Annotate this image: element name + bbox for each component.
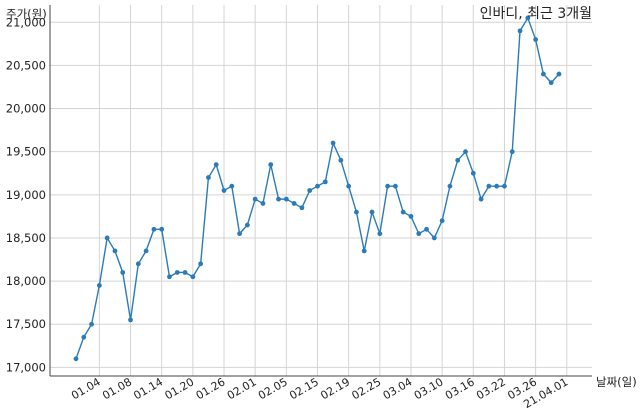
x-tick-label: 03.10 (412, 375, 446, 402)
x-tick-label: 01.26 (194, 375, 228, 402)
data-point (112, 248, 118, 254)
data-point (322, 179, 328, 185)
data-point (252, 196, 258, 202)
data-points (73, 15, 562, 362)
data-point (455, 157, 461, 163)
data-point (135, 261, 141, 267)
y-tick-label: 17,000 (6, 360, 46, 374)
x-tick-label: 03.04 (381, 375, 415, 402)
data-point (478, 196, 484, 202)
data-point (377, 231, 383, 237)
x-tick-label: 02.25 (350, 375, 384, 402)
data-point (354, 209, 359, 215)
data-point (416, 231, 422, 237)
data-point (463, 149, 468, 155)
x-tick-label: 01.04 (69, 375, 103, 402)
data-point (159, 226, 165, 232)
data-point (338, 157, 344, 163)
data-point (291, 201, 297, 206)
y-tick-label: 18,000 (6, 274, 46, 288)
data-point (424, 226, 429, 232)
x-axis-label: 날짜(일) (596, 375, 637, 389)
y-tick-labels: 17,000 17,500 18,000 18,500 19,000 19,500 20,0… (6, 15, 46, 374)
data-point (128, 317, 133, 323)
data-point (276, 196, 281, 202)
data-point (369, 209, 375, 215)
y-tick-label: 18,500 (6, 231, 46, 245)
data-point (361, 248, 367, 254)
y-tick-label: 19,000 (6, 188, 46, 202)
x-tick-label: 03.22 (474, 375, 508, 402)
data-point (198, 261, 204, 267)
data-point (143, 248, 149, 254)
y-tick-label: 21,000 (6, 15, 46, 29)
data-point (392, 183, 398, 189)
x-tick-label: 02.19 (318, 375, 352, 402)
y-tick-label: 20,000 (6, 102, 46, 116)
data-point (548, 80, 554, 86)
data-point (431, 235, 437, 241)
y-axis-label: 주가(원) (6, 7, 47, 21)
data-point (517, 28, 523, 34)
data-point (400, 209, 406, 215)
data-point (447, 183, 453, 189)
chart-title: 인바디, 최근 3개월 (480, 6, 592, 22)
data-point (470, 170, 476, 176)
data-point (151, 226, 157, 232)
x-tick-label: 03.16 (443, 375, 477, 402)
data-point (330, 140, 336, 146)
data-point (486, 183, 492, 189)
data-point (509, 149, 515, 155)
data-point (533, 37, 539, 42)
data-point (167, 274, 172, 280)
x-tick-label: 02.15 (287, 375, 321, 402)
y-tick-label: 20,500 (6, 58, 46, 72)
data-point (502, 183, 507, 189)
x-tick-label: 01.20 (163, 375, 197, 402)
data-point (206, 175, 211, 180)
x-tick-label: 01.14 (131, 375, 165, 402)
data-point (525, 15, 531, 21)
y-tick-label: 17,500 (6, 317, 46, 331)
data-point (89, 321, 94, 327)
data-point (494, 183, 500, 189)
y-tick-label: 19,500 (6, 145, 46, 159)
data-point (541, 71, 546, 77)
data-point (120, 270, 126, 275)
x-tick-label: 02.01 (225, 375, 259, 402)
data-point (96, 283, 102, 288)
data-point (346, 183, 352, 189)
data-point (244, 222, 250, 228)
data-point (408, 213, 414, 219)
data-point (104, 235, 110, 241)
data-point (213, 162, 219, 168)
data-point (299, 205, 305, 211)
data-point (556, 71, 562, 77)
data-point (190, 274, 196, 280)
data-point (315, 183, 320, 189)
data-point (260, 201, 266, 206)
x-tick-label: 01.08 (100, 375, 134, 402)
data-point (307, 188, 313, 193)
x-tick-label: 02.05 (256, 375, 290, 402)
x-tick-labels: 01.0401.0801.1401.2001.2602.0102.0502.15… (69, 375, 570, 411)
data-point (182, 270, 188, 275)
data-point (221, 188, 227, 193)
data-point (237, 231, 242, 237)
data-point (229, 183, 235, 189)
axes (49, 5, 592, 377)
data-point (385, 183, 390, 189)
data-point (268, 162, 274, 168)
data-point (73, 356, 79, 362)
data-point (283, 196, 289, 202)
data-point (439, 218, 445, 224)
data-point (174, 270, 180, 275)
data-point (81, 334, 87, 340)
